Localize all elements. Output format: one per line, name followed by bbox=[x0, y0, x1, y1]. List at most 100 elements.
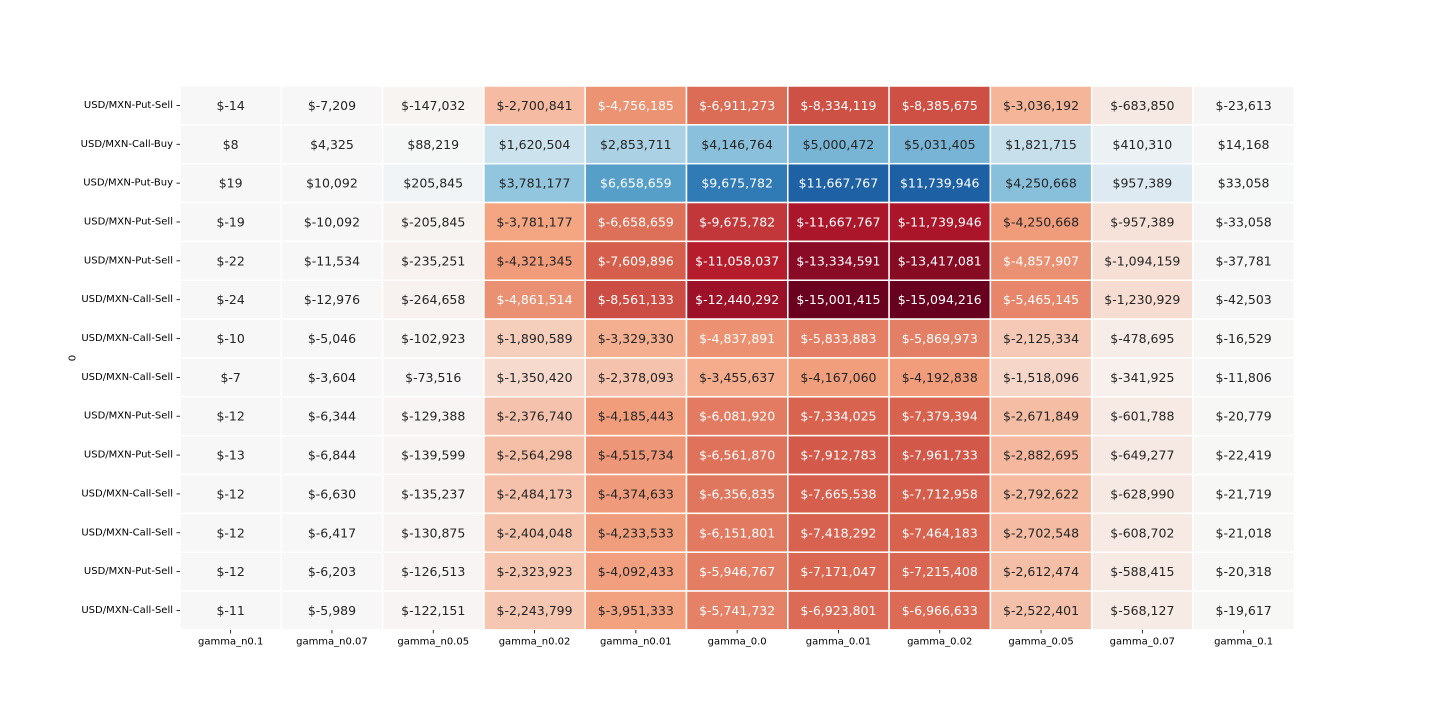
heatmap-cell bbox=[280, 357, 384, 398]
cell-value-label: $-13,334,591 bbox=[796, 253, 880, 268]
cell-value-label: $-23,613 bbox=[1216, 98, 1272, 113]
x-tick-label: gamma_n0.07 bbox=[296, 636, 368, 647]
heatmap-cell bbox=[584, 240, 688, 281]
cell-value-label: $-5,869,973 bbox=[902, 331, 978, 346]
cell-value-label: $-1,094,159 bbox=[1104, 253, 1180, 268]
heatmap-cell bbox=[1090, 124, 1194, 165]
heatmap-cell bbox=[685, 590, 789, 631]
cell-value-label: $-5,946,767 bbox=[699, 564, 775, 579]
cell-value-label: $-608,702 bbox=[1110, 525, 1174, 540]
heatmap-cell bbox=[483, 318, 586, 359]
cell-value-label: $-129,388 bbox=[401, 409, 465, 424]
cell-value-label: $-8,334,119 bbox=[800, 98, 876, 113]
heatmap-cell bbox=[989, 240, 1093, 281]
cell-value-label: $-7,609,896 bbox=[598, 253, 674, 268]
cell-value-label: $-9,675,782 bbox=[699, 214, 775, 229]
heatmap-cell bbox=[685, 240, 789, 281]
heatmap-cell bbox=[989, 473, 1093, 515]
cell-value-label: $-7,171,047 bbox=[800, 564, 876, 579]
cell-value-label: $-588,415 bbox=[1110, 564, 1174, 579]
cell-value-label: $-7,912,783 bbox=[800, 448, 876, 463]
cell-value-label: $-6,081,920 bbox=[699, 409, 775, 424]
cell-value-label: $1,821,715 bbox=[1005, 137, 1077, 152]
cell-value-label: $-4,374,633 bbox=[598, 486, 674, 501]
cell-value-label: $-20,779 bbox=[1216, 409, 1272, 424]
heatmap-cell bbox=[989, 590, 1093, 631]
cell-value-label: $14,168 bbox=[1218, 137, 1270, 152]
y-axis-label: 0 bbox=[68, 355, 79, 361]
cell-value-label: $-3,604 bbox=[308, 370, 356, 385]
cell-value-label: $-205,845 bbox=[401, 214, 465, 229]
cell-value-label: $-4,515,734 bbox=[598, 448, 674, 463]
heatmap-cell bbox=[888, 357, 992, 398]
cell-value-label: $-6,658,659 bbox=[598, 214, 674, 229]
heatmap-cell bbox=[483, 240, 586, 281]
cell-value-label: $-3,455,637 bbox=[699, 370, 775, 385]
heatmap-cell bbox=[1090, 473, 1194, 515]
heatmap-cell bbox=[179, 357, 283, 398]
heatmap-cell bbox=[1192, 279, 1296, 320]
heatmap-cell bbox=[381, 201, 485, 243]
cell-value-label: $4,146,764 bbox=[701, 137, 773, 152]
cell-value-label: $-11,806 bbox=[1216, 370, 1272, 385]
heatmap-cell bbox=[685, 124, 789, 165]
heatmap-cell bbox=[787, 201, 890, 243]
cell-value-label: $-2,376,740 bbox=[497, 409, 573, 424]
heatmap-cell bbox=[280, 240, 384, 281]
heatmap-cell bbox=[280, 512, 384, 553]
cell-value-label: $-3,329,330 bbox=[598, 331, 674, 346]
x-tick-label: gamma_0.02 bbox=[907, 636, 972, 647]
cell-value-label: $-3,036,192 bbox=[1003, 98, 1079, 113]
cell-value-label: $-4,321,345 bbox=[497, 253, 573, 268]
cell-value-label: $-6,417 bbox=[308, 525, 356, 540]
heatmap-cell bbox=[1192, 551, 1296, 592]
cell-value-label: $-7,209 bbox=[308, 98, 356, 113]
heatmap-cell bbox=[584, 473, 688, 515]
cell-value-label: $-12 bbox=[216, 409, 244, 424]
cell-value-label: $-7,961,733 bbox=[902, 448, 978, 463]
cell-value-label: $-6,911,273 bbox=[699, 98, 775, 113]
cell-value-label: $-139,599 bbox=[401, 448, 465, 463]
heatmap-cell bbox=[280, 85, 384, 126]
cell-value-label: $-7,379,394 bbox=[902, 409, 978, 424]
heatmap-cell bbox=[1090, 551, 1194, 592]
cell-value-label: $-10 bbox=[216, 331, 244, 346]
cell-value-label: $-2,612,474 bbox=[1003, 564, 1079, 579]
y-tick-label: USD/MXN-Put-Sell bbox=[84, 450, 173, 461]
cell-value-label: $-12 bbox=[216, 525, 244, 540]
heatmap-cell bbox=[888, 434, 992, 476]
cell-value-label: $-11,739,946 bbox=[898, 214, 982, 229]
cell-value-label: $-135,237 bbox=[401, 486, 465, 501]
heatmap-cell bbox=[280, 318, 384, 359]
heatmap-cell bbox=[685, 279, 789, 320]
heatmap-cell bbox=[888, 396, 992, 437]
heatmap-cell bbox=[381, 396, 485, 437]
y-tick-label: USD/MXN-Put-Sell bbox=[84, 566, 173, 577]
heatmap-cell bbox=[787, 590, 890, 631]
cell-value-label: $-1,890,589 bbox=[497, 331, 573, 346]
cell-value-label: $-7 bbox=[220, 370, 240, 385]
heatmap-cell bbox=[1090, 512, 1194, 553]
cell-value-label: $-33,058 bbox=[1216, 214, 1272, 229]
heatmap-cell bbox=[179, 396, 283, 437]
heatmap-cell bbox=[685, 85, 789, 126]
cell-value-label: $-12,440,292 bbox=[695, 292, 779, 307]
heatmap-cell bbox=[584, 357, 688, 398]
cell-value-label: $88,219 bbox=[407, 137, 459, 152]
heatmap-cell bbox=[685, 162, 789, 204]
cell-value-label: $8 bbox=[223, 137, 239, 152]
cell-value-label: $-5,046 bbox=[308, 331, 356, 346]
y-axis-ticks: USD/MXN-Put-Sell USD/MXN-Call-Buy USD/MXN-… bbox=[81, 100, 180, 616]
cell-value-label: $-5,989 bbox=[308, 603, 356, 618]
cell-value-label: $5,000,472 bbox=[803, 137, 875, 152]
cell-value-label: $-6,844 bbox=[308, 448, 356, 463]
cell-value-label: $-22 bbox=[216, 253, 244, 268]
cell-value-label: $4,325 bbox=[310, 137, 354, 152]
heatmap-cell bbox=[483, 590, 586, 631]
cell-value-label: $-4,185,443 bbox=[598, 409, 674, 424]
cell-value-label: $6,658,659 bbox=[600, 176, 672, 191]
cell-value-label: $2,853,711 bbox=[600, 137, 672, 152]
cell-value-label: $-12 bbox=[216, 486, 244, 501]
cell-value-label: $33,058 bbox=[1218, 176, 1270, 191]
x-tick-label: gamma_n0.01 bbox=[600, 636, 672, 647]
